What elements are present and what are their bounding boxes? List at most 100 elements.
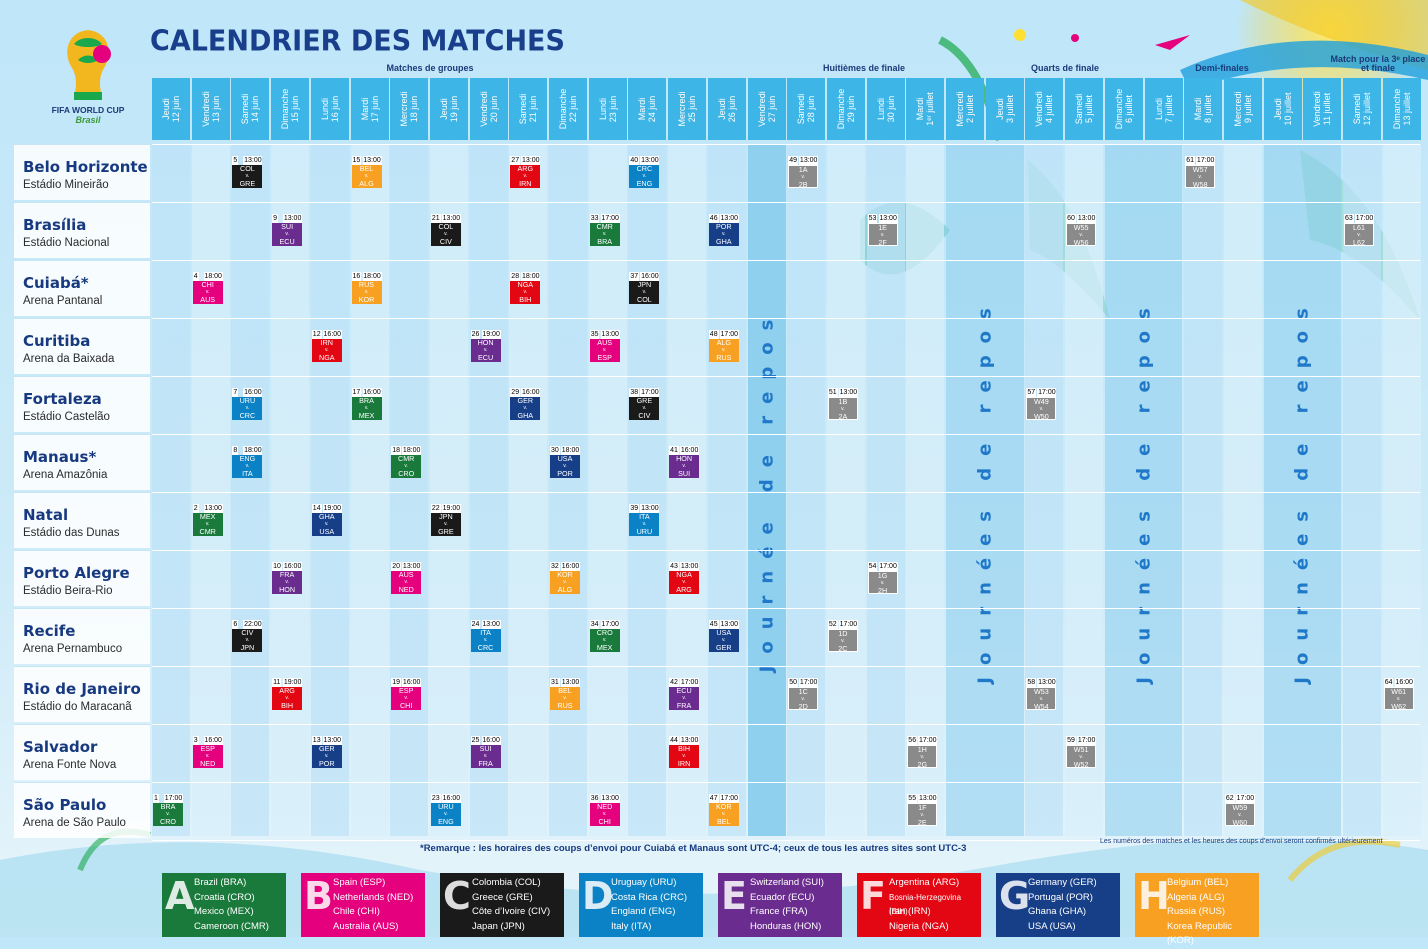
- day-header: Lundi 16 juin: [310, 78, 349, 140]
- team-home: ESP: [398, 686, 414, 695]
- day-label: Jeudi 19 juin: [439, 96, 459, 123]
- day-label: Lundi 23 juin: [598, 96, 618, 123]
- versus: v.: [642, 172, 647, 179]
- kickoff-time: 17:00: [1077, 736, 1097, 745]
- date: 29 juin: [845, 95, 856, 123]
- city-name: Brasília: [23, 216, 87, 234]
- team-home: CHI: [201, 280, 214, 289]
- kickoff-time: 19:00: [283, 678, 303, 687]
- match-teams: GHA v. USA: [311, 513, 342, 536]
- weekday: Jeudi: [438, 98, 449, 120]
- match-number: 61: [1185, 156, 1195, 165]
- match-box: 11 19:00 ARG v. BIH: [272, 678, 303, 710]
- group-letter: G: [999, 874, 1031, 918]
- match-teams: 1D v. 2C: [827, 629, 858, 652]
- versus: v.: [1198, 173, 1202, 180]
- match-box: 1 17:00 BRA v. CRO: [153, 794, 183, 826]
- team-home: W55: [1073, 223, 1089, 232]
- stadium-name: Arena da Baixada: [23, 353, 115, 365]
- match-number: 46: [708, 214, 719, 223]
- team-away: ENG: [636, 179, 653, 189]
- stadium-row: Belo Horizonte Estádio Mineirão: [14, 144, 150, 200]
- team-away: GHA: [716, 237, 732, 247]
- match-box: 46 13:00 POR v. GHA: [708, 214, 739, 247]
- match-box: 21 13:00 COL v. CIV: [430, 214, 461, 246]
- remark-text: *Remarque : les horaires des coups d’env…: [420, 843, 967, 854]
- match-number: 32: [550, 562, 560, 571]
- team-away: W58: [1192, 180, 1208, 190]
- day-header: Mardi 24 juin: [628, 78, 667, 140]
- day-label: Dimanche 29 juin: [836, 89, 856, 130]
- match-teams: NED v. CHI: [589, 803, 620, 826]
- date: 22 juin: [568, 95, 578, 123]
- team-away: SUI: [678, 469, 691, 479]
- team-away: 2A: [838, 412, 848, 422]
- kickoff-time: 13:00: [600, 330, 620, 339]
- team-name: Brazil (BRA): [194, 877, 247, 888]
- date: 15 juin: [290, 95, 301, 123]
- match-number: 40: [629, 156, 640, 165]
- match-box: 59 17:00 W51 v. W52: [1066, 736, 1097, 768]
- match-teams: ITA v. CRC: [470, 629, 501, 652]
- match-number: 53: [867, 214, 878, 223]
- match-number: 19: [391, 678, 401, 687]
- day-header: Mercredi 18 juin: [390, 78, 429, 140]
- day-header: Samedi 5 juillet: [1065, 78, 1104, 140]
- match-box: 20 13:00 AUS v. NED: [391, 562, 422, 594]
- kickoff-time: 17:00: [799, 678, 819, 687]
- day-label: Samedi 14 juin: [240, 94, 260, 125]
- team-away: CRC: [239, 411, 256, 421]
- kickoff-time: 13:00: [243, 156, 263, 165]
- day-column: [826, 144, 865, 836]
- day-header: Dimanche 13 juillet: [1382, 78, 1421, 140]
- team-away: 2B: [798, 180, 808, 190]
- team-home: HON: [676, 454, 693, 463]
- team-name: Germany (GER): [1028, 877, 1097, 888]
- versus: v.: [722, 346, 726, 353]
- team-name: England (ENG): [611, 906, 676, 917]
- versus: v.: [325, 520, 329, 527]
- city-name: Porto Alegre: [23, 564, 130, 582]
- match-box: 55 13:00 1F v. 2E: [907, 794, 938, 826]
- date: 9 juillet: [1242, 94, 1253, 124]
- kickoff-time: 13:00: [561, 678, 580, 687]
- day-column: [469, 144, 508, 836]
- team-home: SUI: [479, 744, 492, 753]
- day-column: [1065, 144, 1104, 836]
- versus: v.: [563, 578, 567, 585]
- kickoff-time: 13:00: [402, 562, 422, 571]
- weekday: Dimanche: [280, 88, 291, 130]
- team-home: SUI: [281, 222, 294, 231]
- match-teams: W51 v. W52: [1066, 745, 1097, 768]
- versus: v.: [523, 172, 528, 179]
- kickoff-time: 13:00: [640, 156, 660, 165]
- versus: v.: [722, 230, 726, 237]
- team-away: CRO: [398, 469, 415, 479]
- kickoff-time: 17:00: [878, 562, 898, 571]
- match-box: 51 13:00 1B v. 2A: [827, 388, 858, 422]
- team-home: USA: [557, 454, 573, 463]
- kickoff-time: 17:00: [918, 736, 938, 745]
- kickoff-time: 19:00: [322, 504, 342, 513]
- day-label: Dimanche 6 juillet: [1114, 89, 1134, 130]
- team-home: ENG: [239, 454, 256, 463]
- weekday: Samedi: [1352, 93, 1362, 125]
- match-number: 3: [192, 736, 199, 745]
- kickoff-time: 17:00: [719, 794, 739, 803]
- row-divider: [152, 724, 1420, 725]
- stadium-row: Manaus* Arena Amazônia: [14, 434, 150, 490]
- team-away: GRE: [438, 527, 454, 537]
- versus: v.: [682, 694, 686, 701]
- match-number: 23: [430, 794, 441, 803]
- match-box: 58 13:00 W53 v. W54: [1026, 678, 1057, 710]
- team-home: RUS: [358, 280, 375, 289]
- match-teams: COL v. CIV: [430, 223, 461, 246]
- match-teams: GRE v. CIV: [629, 397, 660, 420]
- city-name: Recife: [23, 622, 76, 640]
- legend-group-a: A Brazil (BRA) Croatia (CRO) Mexico (MEX) Ca…: [162, 873, 286, 937]
- versus: v.: [444, 520, 448, 527]
- team-home: AUS: [398, 570, 414, 579]
- match-number: 4: [192, 272, 199, 281]
- phase-label: Matches de groupes: [386, 63, 474, 73]
- match-number: 31: [550, 678, 560, 687]
